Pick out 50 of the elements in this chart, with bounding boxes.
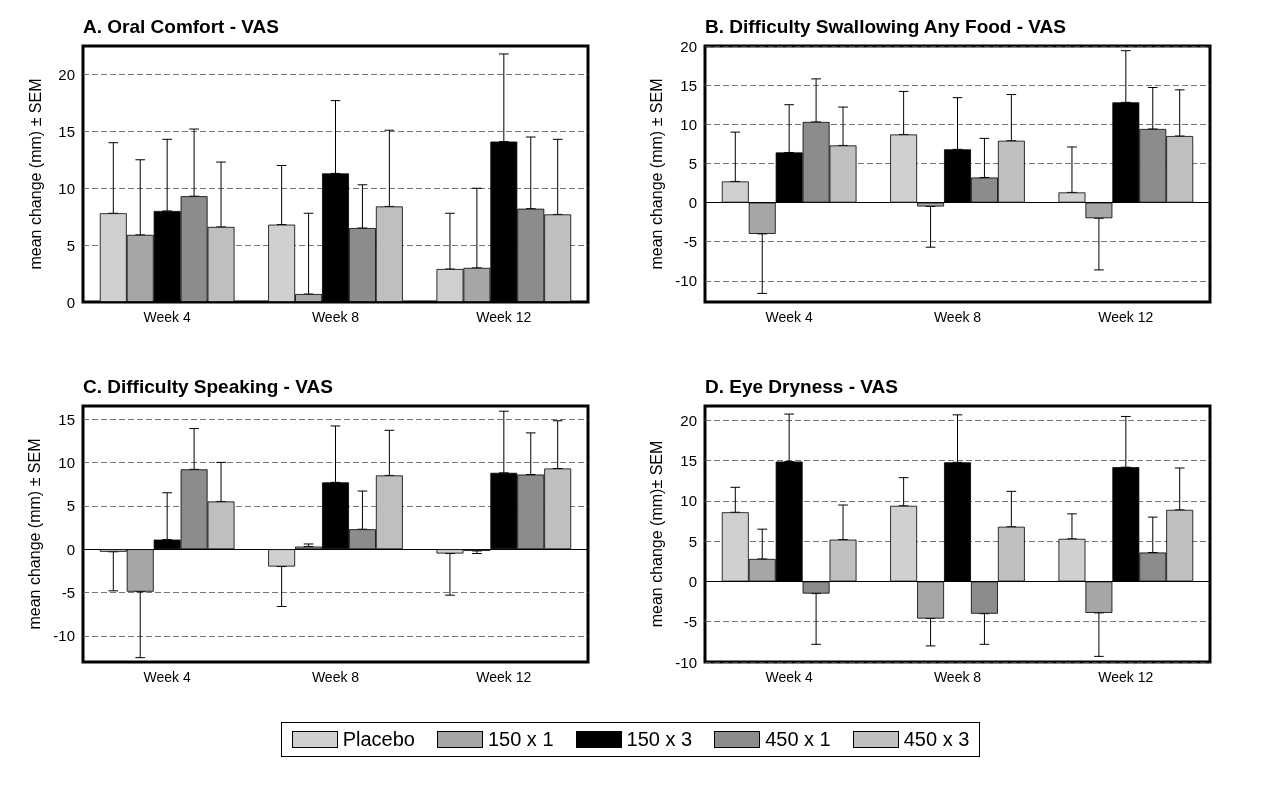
chart-title: B. Difficulty Swallowing Any Food - VAS xyxy=(705,16,1066,37)
x-tick-label: Week 8 xyxy=(311,669,360,685)
y-tick-label: -5 xyxy=(61,584,75,602)
y-axis-title: mean change (mm)± SEM xyxy=(647,440,665,628)
x-tick-label: Week 12 xyxy=(476,309,532,325)
y-tick-label: 10 xyxy=(58,179,75,197)
y-tick-label: 15 xyxy=(680,452,697,470)
y-tick-label: 10 xyxy=(58,453,75,471)
y-tick-label: -5 xyxy=(683,233,697,251)
chart-title: A. Oral Comfort - VAS xyxy=(83,16,279,37)
x-tick-label: Week 4 xyxy=(143,669,191,685)
y-tick-label: 10 xyxy=(680,492,697,510)
y-tick-label: 15 xyxy=(680,76,697,94)
y-axis-title: mean change (mm) ± SEM xyxy=(647,78,665,270)
legend-label: Placebo xyxy=(342,728,415,751)
x-tick-label: Week 12 xyxy=(476,669,532,685)
x-tick-label: Week 8 xyxy=(933,309,982,325)
y-tick-label: 20 xyxy=(58,65,75,83)
y-axis-title: mean change (mm) ± SEM xyxy=(25,438,43,630)
y-tick-label: 5 xyxy=(688,532,697,550)
y-tick-label: 15 xyxy=(58,410,75,428)
y-tick-label: 0 xyxy=(66,293,75,311)
y-tick-label: 0 xyxy=(688,194,697,212)
chart-title: D. Eye Dryness - VAS xyxy=(705,376,898,397)
legend-label: 450 x 3 xyxy=(903,728,970,751)
y-tick-label: 0 xyxy=(66,540,75,558)
x-tick-label: Week 8 xyxy=(933,669,982,685)
y-tick-label: 5 xyxy=(688,154,697,172)
legend-label: 450 x 1 xyxy=(765,728,831,751)
legend-label: 150 x 1 xyxy=(487,728,554,751)
y-tick-label: 20 xyxy=(680,411,697,429)
x-tick-label: Week 4 xyxy=(143,309,191,325)
x-tick-label: Week 12 xyxy=(1098,309,1154,325)
y-tick-label: -10 xyxy=(675,653,697,671)
x-tick-label: Week 8 xyxy=(311,309,360,325)
y-tick-label: 15 xyxy=(58,122,75,140)
y-tick-label: -5 xyxy=(683,613,697,631)
y-tick-label: -10 xyxy=(53,627,75,645)
x-tick-label: Week 4 xyxy=(765,669,813,685)
x-tick-label: Week 4 xyxy=(765,309,813,325)
y-tick-label: 10 xyxy=(680,115,697,133)
y-tick-label: 5 xyxy=(66,497,75,515)
y-tick-label: -10 xyxy=(675,272,697,290)
y-tick-label: 5 xyxy=(66,236,75,254)
chart-title: C. Difficulty Speaking - VAS xyxy=(83,376,333,397)
y-tick-label: 20 xyxy=(680,37,697,55)
y-axis-title: mean change (mm) ± SEM xyxy=(26,78,44,270)
y-tick-label: 0 xyxy=(688,573,697,590)
legend-label: 150 x 3 xyxy=(626,728,693,751)
x-tick-label: Week 12 xyxy=(1098,669,1154,685)
